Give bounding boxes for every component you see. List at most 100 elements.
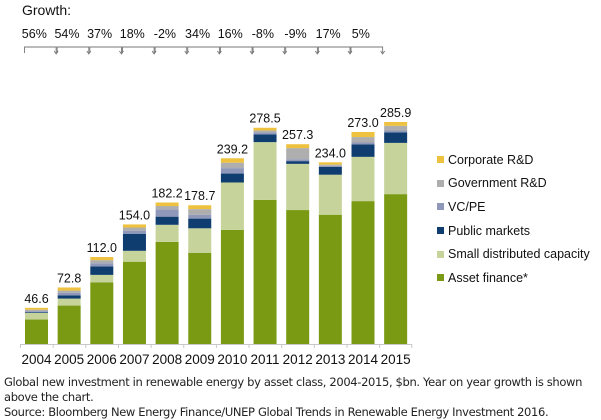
bar-segment bbox=[122, 250, 146, 262]
growth-bracket bbox=[122, 46, 155, 53]
legend-label: Asset finance* bbox=[448, 270, 528, 285]
bar-segment bbox=[122, 224, 146, 228]
growth-value: 5% bbox=[352, 27, 370, 41]
legend-label: Small distributed capacity bbox=[448, 247, 590, 262]
bar-segment bbox=[25, 312, 48, 320]
growth-bracket bbox=[350, 46, 384, 53]
x-tick-label: 2007 bbox=[119, 352, 149, 367]
bar-segment bbox=[155, 241, 179, 344]
bar-segment bbox=[351, 132, 375, 138]
bar-segment bbox=[188, 205, 212, 210]
bar-segment bbox=[286, 161, 310, 164]
bar-segment bbox=[384, 125, 408, 131]
legend-item: Public markets bbox=[437, 219, 590, 243]
bar-segment bbox=[351, 137, 375, 143]
x-tick-label: 2014 bbox=[348, 352, 379, 367]
bar-segment bbox=[188, 228, 212, 253]
bar-total-label: 239.2 bbox=[217, 142, 248, 156]
growth-bracket bbox=[56, 46, 90, 53]
bar-segment bbox=[253, 134, 277, 143]
bar-segment bbox=[318, 162, 342, 165]
bar-segment bbox=[286, 144, 310, 149]
bar-segment bbox=[25, 309, 48, 312]
bar-segment bbox=[90, 282, 114, 344]
bar-segment bbox=[90, 266, 114, 275]
bar-segment bbox=[318, 165, 342, 167]
bar-segment bbox=[351, 142, 375, 145]
bar-segment bbox=[384, 194, 408, 344]
x-tick-label: 2010 bbox=[217, 352, 247, 367]
bar-segment bbox=[122, 261, 146, 344]
growth-value: 17% bbox=[316, 27, 341, 41]
bar-segment bbox=[318, 166, 342, 175]
bar-segment bbox=[155, 202, 179, 207]
legend-swatch-icon bbox=[437, 179, 444, 187]
growth-bracket bbox=[89, 46, 122, 53]
bar-total-label: 257.3 bbox=[282, 128, 313, 142]
bar-segment bbox=[57, 287, 81, 291]
chart-caption: Global new investment in renewable energ… bbox=[4, 375, 601, 420]
bar-segment bbox=[90, 260, 114, 264]
growth-bracket bbox=[24, 46, 57, 53]
growth-bracket bbox=[187, 46, 220, 53]
bar-segment bbox=[286, 148, 310, 160]
bar-segment bbox=[220, 158, 244, 163]
bar-segment bbox=[220, 182, 244, 230]
bar-segment bbox=[188, 209, 212, 215]
bar-segment bbox=[25, 312, 48, 313]
bar-segment bbox=[286, 159, 310, 162]
bar-segment bbox=[188, 214, 212, 219]
caption-source: Source: Bloomberg New Energy Finance/UNE… bbox=[4, 405, 549, 419]
growth-value: 56% bbox=[22, 27, 47, 41]
bar-segment bbox=[253, 142, 277, 200]
legend-item: Asset finance* bbox=[437, 266, 590, 290]
bar-segment bbox=[253, 127, 277, 131]
bar-total-label: 273.0 bbox=[347, 116, 378, 130]
bar-segment bbox=[57, 295, 81, 299]
bar-segment bbox=[351, 156, 375, 202]
x-tick-label: 2008 bbox=[152, 352, 182, 367]
growth-bracket bbox=[285, 46, 318, 53]
bar-segment bbox=[122, 230, 146, 234]
bar-segment bbox=[25, 307, 48, 310]
bar-segment bbox=[286, 210, 310, 344]
bar-segment bbox=[253, 199, 277, 344]
growth-bracket bbox=[219, 46, 253, 53]
legend-label: Corporate R&D bbox=[448, 152, 534, 167]
x-tick-label: 2006 bbox=[87, 352, 117, 367]
legend-label: Government R&D bbox=[448, 176, 547, 191]
bar-segment bbox=[188, 252, 212, 344]
bar-segment bbox=[220, 162, 244, 169]
bar-segment bbox=[90, 257, 114, 261]
bar-segment bbox=[384, 121, 408, 126]
bar-total-label: 72.8 bbox=[57, 271, 81, 285]
bar-segment bbox=[286, 163, 310, 211]
bar-segment bbox=[155, 206, 179, 210]
bar-segment bbox=[384, 142, 408, 195]
bar-segment bbox=[318, 174, 342, 215]
bar-segment bbox=[155, 209, 179, 217]
bar-segment bbox=[188, 218, 212, 229]
bar-segment bbox=[253, 130, 277, 133]
legend-label: VC/PE bbox=[448, 199, 486, 214]
bar-total-label: 178.7 bbox=[184, 189, 215, 203]
growth-value: 18% bbox=[120, 27, 145, 41]
bar-segment bbox=[57, 292, 81, 296]
bar-segment bbox=[25, 319, 48, 344]
bar-segment bbox=[90, 263, 114, 267]
legend-item: Government R&D bbox=[437, 172, 590, 196]
caption-description: Global new investment in renewable energ… bbox=[4, 375, 583, 404]
legend-swatch-icon bbox=[437, 250, 444, 258]
chart-legend: Corporate R&D Government R&D VC/PE Public m… bbox=[437, 148, 590, 290]
growth-value: 54% bbox=[54, 27, 79, 41]
growth-bracket bbox=[252, 46, 286, 53]
legend-swatch-icon bbox=[437, 274, 444, 282]
bar-total-label: 46.6 bbox=[24, 292, 48, 306]
bar-segment bbox=[351, 144, 375, 157]
bar-segment bbox=[57, 298, 81, 306]
growth-value: -2% bbox=[154, 27, 176, 41]
legend-item: Corporate R&D bbox=[437, 148, 590, 172]
legend-item: Small distributed capacity bbox=[437, 242, 590, 266]
bar-total-label: 285.9 bbox=[380, 106, 411, 120]
bar-total-label: 182.2 bbox=[151, 187, 182, 201]
